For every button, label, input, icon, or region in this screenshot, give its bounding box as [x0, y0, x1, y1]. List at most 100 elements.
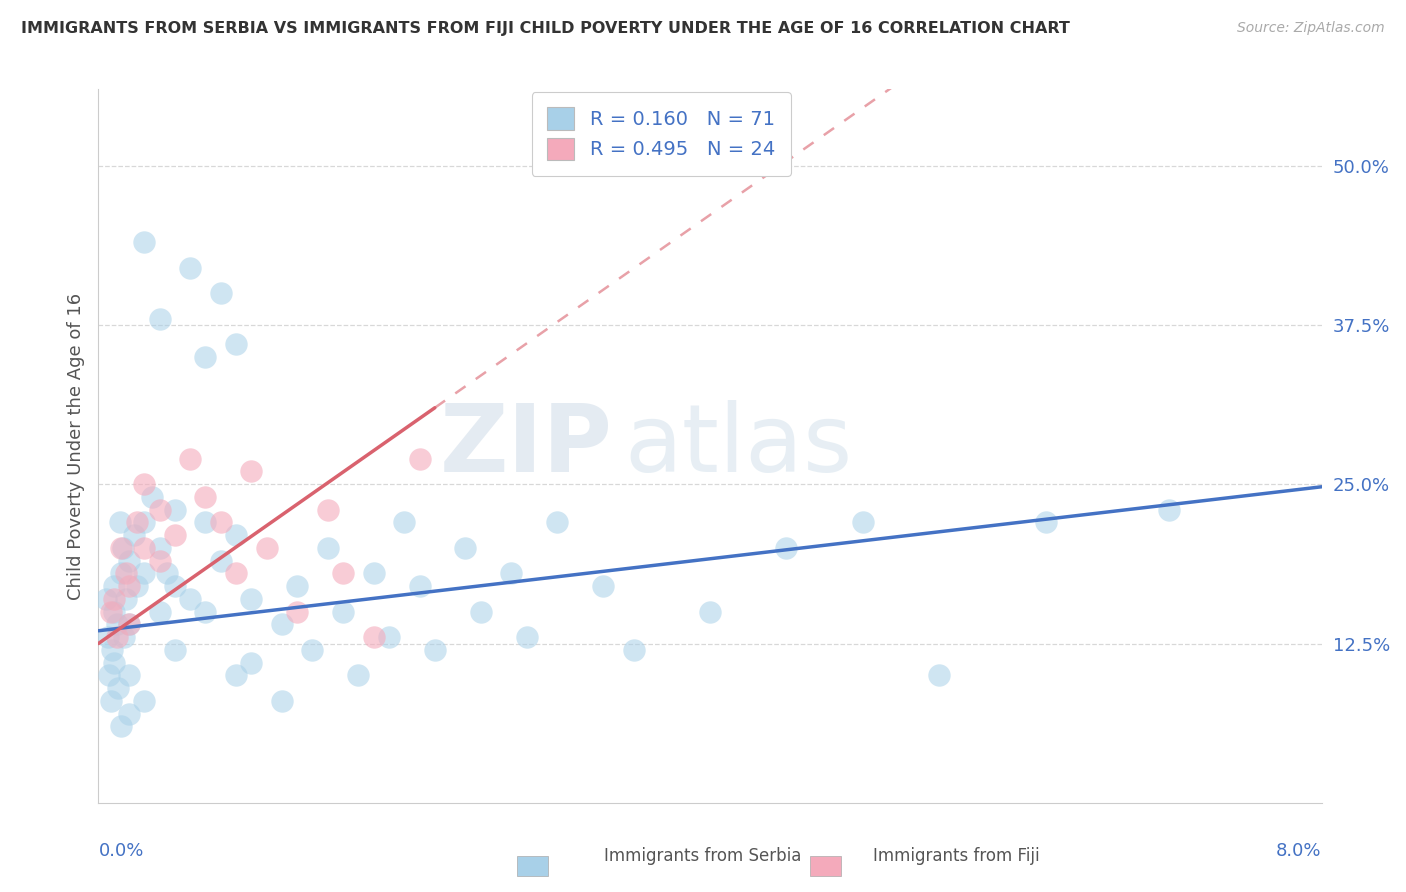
Point [408, 579, 430, 593]
Point [122, 528, 145, 542]
Point [134, 516, 156, 530]
Point [699, 605, 721, 619]
Point [134, 694, 156, 708]
Point [209, 286, 232, 301]
Point [240, 656, 263, 670]
Point [100, 694, 122, 708]
Point [97, 630, 120, 644]
Point [194, 350, 217, 364]
Point [156, 566, 179, 581]
Point [179, 591, 201, 606]
Point [592, 579, 614, 593]
Point [112, 630, 135, 644]
Point [134, 477, 156, 491]
Point [209, 516, 232, 530]
Point [179, 260, 201, 275]
Text: 0.0%: 0.0% [98, 842, 143, 860]
Point [225, 566, 247, 581]
Point [546, 516, 568, 530]
Point [423, 643, 446, 657]
Point [1035, 516, 1057, 530]
Text: atlas: atlas [624, 400, 852, 492]
Point [1157, 502, 1180, 516]
Point [118, 554, 141, 568]
Point [141, 490, 163, 504]
Point [179, 451, 201, 466]
Point [149, 605, 172, 619]
Point [105, 630, 128, 644]
Point [103, 656, 125, 670]
Point [163, 502, 186, 516]
Point [470, 605, 492, 619]
Point [225, 337, 247, 351]
Point [101, 643, 124, 657]
Point [454, 541, 477, 555]
Point [392, 516, 416, 530]
Point [110, 719, 132, 733]
Point [347, 668, 370, 682]
Point [775, 541, 797, 555]
Point [285, 605, 308, 619]
Point [163, 528, 186, 542]
Point [163, 643, 186, 657]
Point [332, 605, 354, 619]
Text: Immigrants from Fiji: Immigrants from Fiji [873, 847, 1039, 865]
Point [256, 541, 278, 555]
Point [194, 605, 217, 619]
Point [118, 617, 141, 632]
Point [623, 643, 645, 657]
Point [149, 502, 172, 516]
Point [134, 541, 156, 555]
Point [125, 579, 148, 593]
Point [194, 490, 217, 504]
Point [110, 566, 132, 581]
Point [270, 617, 294, 632]
Text: Source: ZipAtlas.com: Source: ZipAtlas.com [1237, 21, 1385, 36]
Point [225, 668, 247, 682]
Point [163, 579, 186, 593]
Point [149, 554, 172, 568]
Point [100, 605, 122, 619]
Point [107, 681, 129, 695]
Point [501, 566, 523, 581]
Point [852, 516, 875, 530]
Point [115, 566, 138, 581]
Point [225, 528, 247, 542]
Point [134, 235, 156, 249]
Point [378, 630, 401, 644]
Point [98, 668, 121, 682]
Legend: R = 0.160   N = 71, R = 0.495   N = 24: R = 0.160 N = 71, R = 0.495 N = 24 [531, 92, 790, 176]
Point [118, 617, 141, 632]
Point [332, 566, 354, 581]
Point [270, 694, 294, 708]
Point [118, 706, 141, 721]
Text: ZIP: ZIP [439, 400, 612, 492]
Y-axis label: Child Poverty Under the Age of 16: Child Poverty Under the Age of 16 [66, 293, 84, 599]
Point [103, 591, 125, 606]
Point [209, 554, 232, 568]
Point [363, 630, 385, 644]
Point [118, 579, 141, 593]
Point [240, 591, 263, 606]
Point [316, 541, 339, 555]
Point [149, 541, 172, 555]
Point [408, 451, 430, 466]
Point [301, 643, 323, 657]
Point [105, 617, 128, 632]
Point [194, 516, 217, 530]
Point [108, 516, 131, 530]
Point [240, 465, 263, 479]
Point [928, 668, 950, 682]
Point [110, 541, 132, 555]
Point [363, 566, 385, 581]
Point [149, 311, 172, 326]
Point [125, 516, 148, 530]
Point [316, 502, 339, 516]
Point [111, 541, 134, 555]
Text: Immigrants from Serbia: Immigrants from Serbia [605, 847, 801, 865]
Point [103, 579, 125, 593]
Point [115, 591, 138, 606]
Text: IMMIGRANTS FROM SERBIA VS IMMIGRANTS FROM FIJI CHILD POVERTY UNDER THE AGE OF 16: IMMIGRANTS FROM SERBIA VS IMMIGRANTS FRO… [21, 21, 1070, 37]
Point [516, 630, 538, 644]
Text: 8.0%: 8.0% [1277, 842, 1322, 860]
